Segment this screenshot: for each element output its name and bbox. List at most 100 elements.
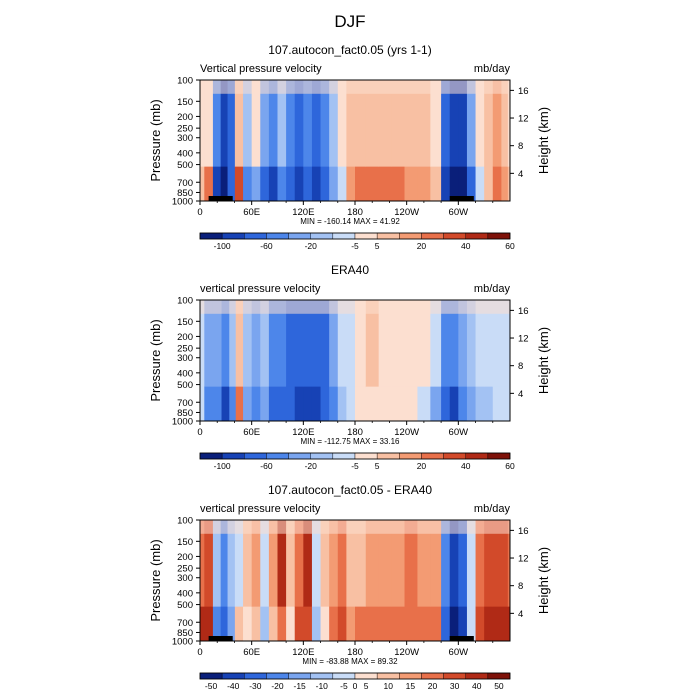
heat-cell-lower xyxy=(294,386,304,421)
heat-cell-upper xyxy=(235,300,244,388)
heat-cell-lower xyxy=(235,386,244,421)
heat-cell-upper xyxy=(346,520,356,608)
colorbar-swatch xyxy=(465,672,489,680)
heat-cell-lower xyxy=(441,606,451,641)
heat-cell-lower xyxy=(251,386,261,421)
heat-cell-lower xyxy=(391,166,406,201)
heat-cell-upper xyxy=(507,300,510,388)
colorbar-swatch xyxy=(376,672,400,680)
colorbar-swatch xyxy=(443,672,466,680)
heat-cell-lower xyxy=(337,386,347,421)
heat-cell-upper xyxy=(441,300,451,388)
heat-cell-lower xyxy=(501,606,509,641)
heat-cell-upper xyxy=(484,300,494,388)
colorbar: -50 -40 -30 -20 -15 -10 -5 0 5 10 15 20 30 40 50 xyxy=(199,672,511,691)
heat-cell-lower xyxy=(355,166,367,201)
colorbar-label: -15 xyxy=(293,681,306,691)
y-tick-label: 400 xyxy=(177,148,193,159)
heat-cell-upper xyxy=(458,80,468,168)
heat-cell-lower xyxy=(303,386,313,421)
panel-title: ERA40 xyxy=(331,263,369,277)
colorbar-label: 20 xyxy=(417,461,427,471)
heat-cell-lower xyxy=(277,606,287,641)
heat-cell-lower xyxy=(430,606,442,641)
heat-cell-lower xyxy=(303,606,313,641)
heat-cell-lower xyxy=(260,166,270,201)
colorbar-swatch xyxy=(288,672,311,680)
upper-band xyxy=(200,520,510,534)
heat-cell-upper xyxy=(466,520,477,608)
y-tick-label: 100 xyxy=(177,296,193,307)
heat-cell-upper xyxy=(355,520,367,608)
colorbar-swatch xyxy=(221,232,245,240)
heat-cell-upper xyxy=(337,80,347,168)
heat-cell-upper xyxy=(484,80,494,168)
heat-cell-lower xyxy=(212,386,223,421)
y-tick-label: 400 xyxy=(177,368,193,379)
upper-band xyxy=(200,300,510,314)
x-tick-label: 60W xyxy=(449,647,469,658)
colorbar-swatch xyxy=(199,452,223,460)
heat-cell-upper xyxy=(277,300,287,388)
colorbar-label: -5 xyxy=(340,681,348,691)
y2-tick-label: 8 xyxy=(518,581,523,592)
heat-cell-upper xyxy=(243,520,253,608)
colorbar-swatch xyxy=(332,452,356,460)
heat-cell-upper xyxy=(294,300,304,388)
x-tick-label: 120W xyxy=(394,207,419,218)
heat-cell-lower xyxy=(346,386,356,421)
y2-axis-label: Height (km) xyxy=(536,327,551,394)
heat-cell-lower xyxy=(220,166,229,201)
heat-cell-lower xyxy=(311,606,322,641)
heat-cell-lower xyxy=(501,386,509,421)
heat-cell-upper xyxy=(337,520,347,608)
colorbar-swatch xyxy=(465,452,489,460)
colorbar-swatch xyxy=(443,452,466,460)
colorbar-label: -5 xyxy=(351,241,359,251)
colorbar-label: -20 xyxy=(271,681,284,691)
heat-cell-lower xyxy=(303,166,313,201)
colorbar-swatch xyxy=(266,452,289,460)
heat-cell-lower xyxy=(475,166,485,201)
heat-cell-upper xyxy=(243,80,253,168)
heat-cell-lower xyxy=(404,166,419,201)
heat-cell-upper xyxy=(475,300,485,388)
y-axis-label: Pressure (mb) xyxy=(148,99,163,181)
heat-cell-upper xyxy=(404,80,419,168)
heat-cell-upper xyxy=(378,80,393,168)
colorbar-frame xyxy=(199,672,511,680)
heat-cell-upper xyxy=(507,80,510,168)
y-tick-label: 100 xyxy=(177,516,193,527)
heat-cell-lower xyxy=(251,606,261,641)
heat-cell-lower xyxy=(260,386,270,421)
heat-cell-upper xyxy=(221,300,230,388)
x-tick-label: 60W xyxy=(449,207,469,218)
heat-cell-lower xyxy=(484,606,494,641)
heat-cell-upper xyxy=(251,520,261,608)
heat-cell-upper xyxy=(404,300,419,388)
colorbar-swatch xyxy=(310,452,334,460)
heat-cell-lower xyxy=(507,606,510,641)
y-tick-label: 1000 xyxy=(172,417,193,428)
heat-cell-lower xyxy=(227,166,236,201)
heat-cell-upper xyxy=(492,520,502,608)
x-tick-label: 180 xyxy=(347,647,363,658)
heat-cell-lower xyxy=(329,386,339,421)
heatmap-field xyxy=(200,300,510,421)
y2-tick-label: 12 xyxy=(518,334,529,345)
panel-2: ERA40 vertical pressure velocity mb/day 100… xyxy=(148,263,551,471)
heat-cell-lower xyxy=(449,386,459,421)
min-max-stats: MIN = -160.14 MAX = 41.92 xyxy=(300,217,400,226)
heat-cell-upper xyxy=(507,520,510,608)
heat-cell-lower xyxy=(234,606,244,641)
heat-cell-lower xyxy=(311,386,322,421)
heat-cell-lower xyxy=(221,386,230,421)
heat-cell-lower xyxy=(492,386,502,421)
heat-cell-lower xyxy=(260,606,270,641)
heat-cell-lower xyxy=(404,606,419,641)
y2-axis-label: Height (km) xyxy=(536,547,551,614)
x-tick-label: 0 xyxy=(197,207,202,218)
y-tick-label: 850 xyxy=(177,408,193,419)
colorbar-swatch xyxy=(487,672,511,680)
heat-cell-lower xyxy=(243,606,253,641)
